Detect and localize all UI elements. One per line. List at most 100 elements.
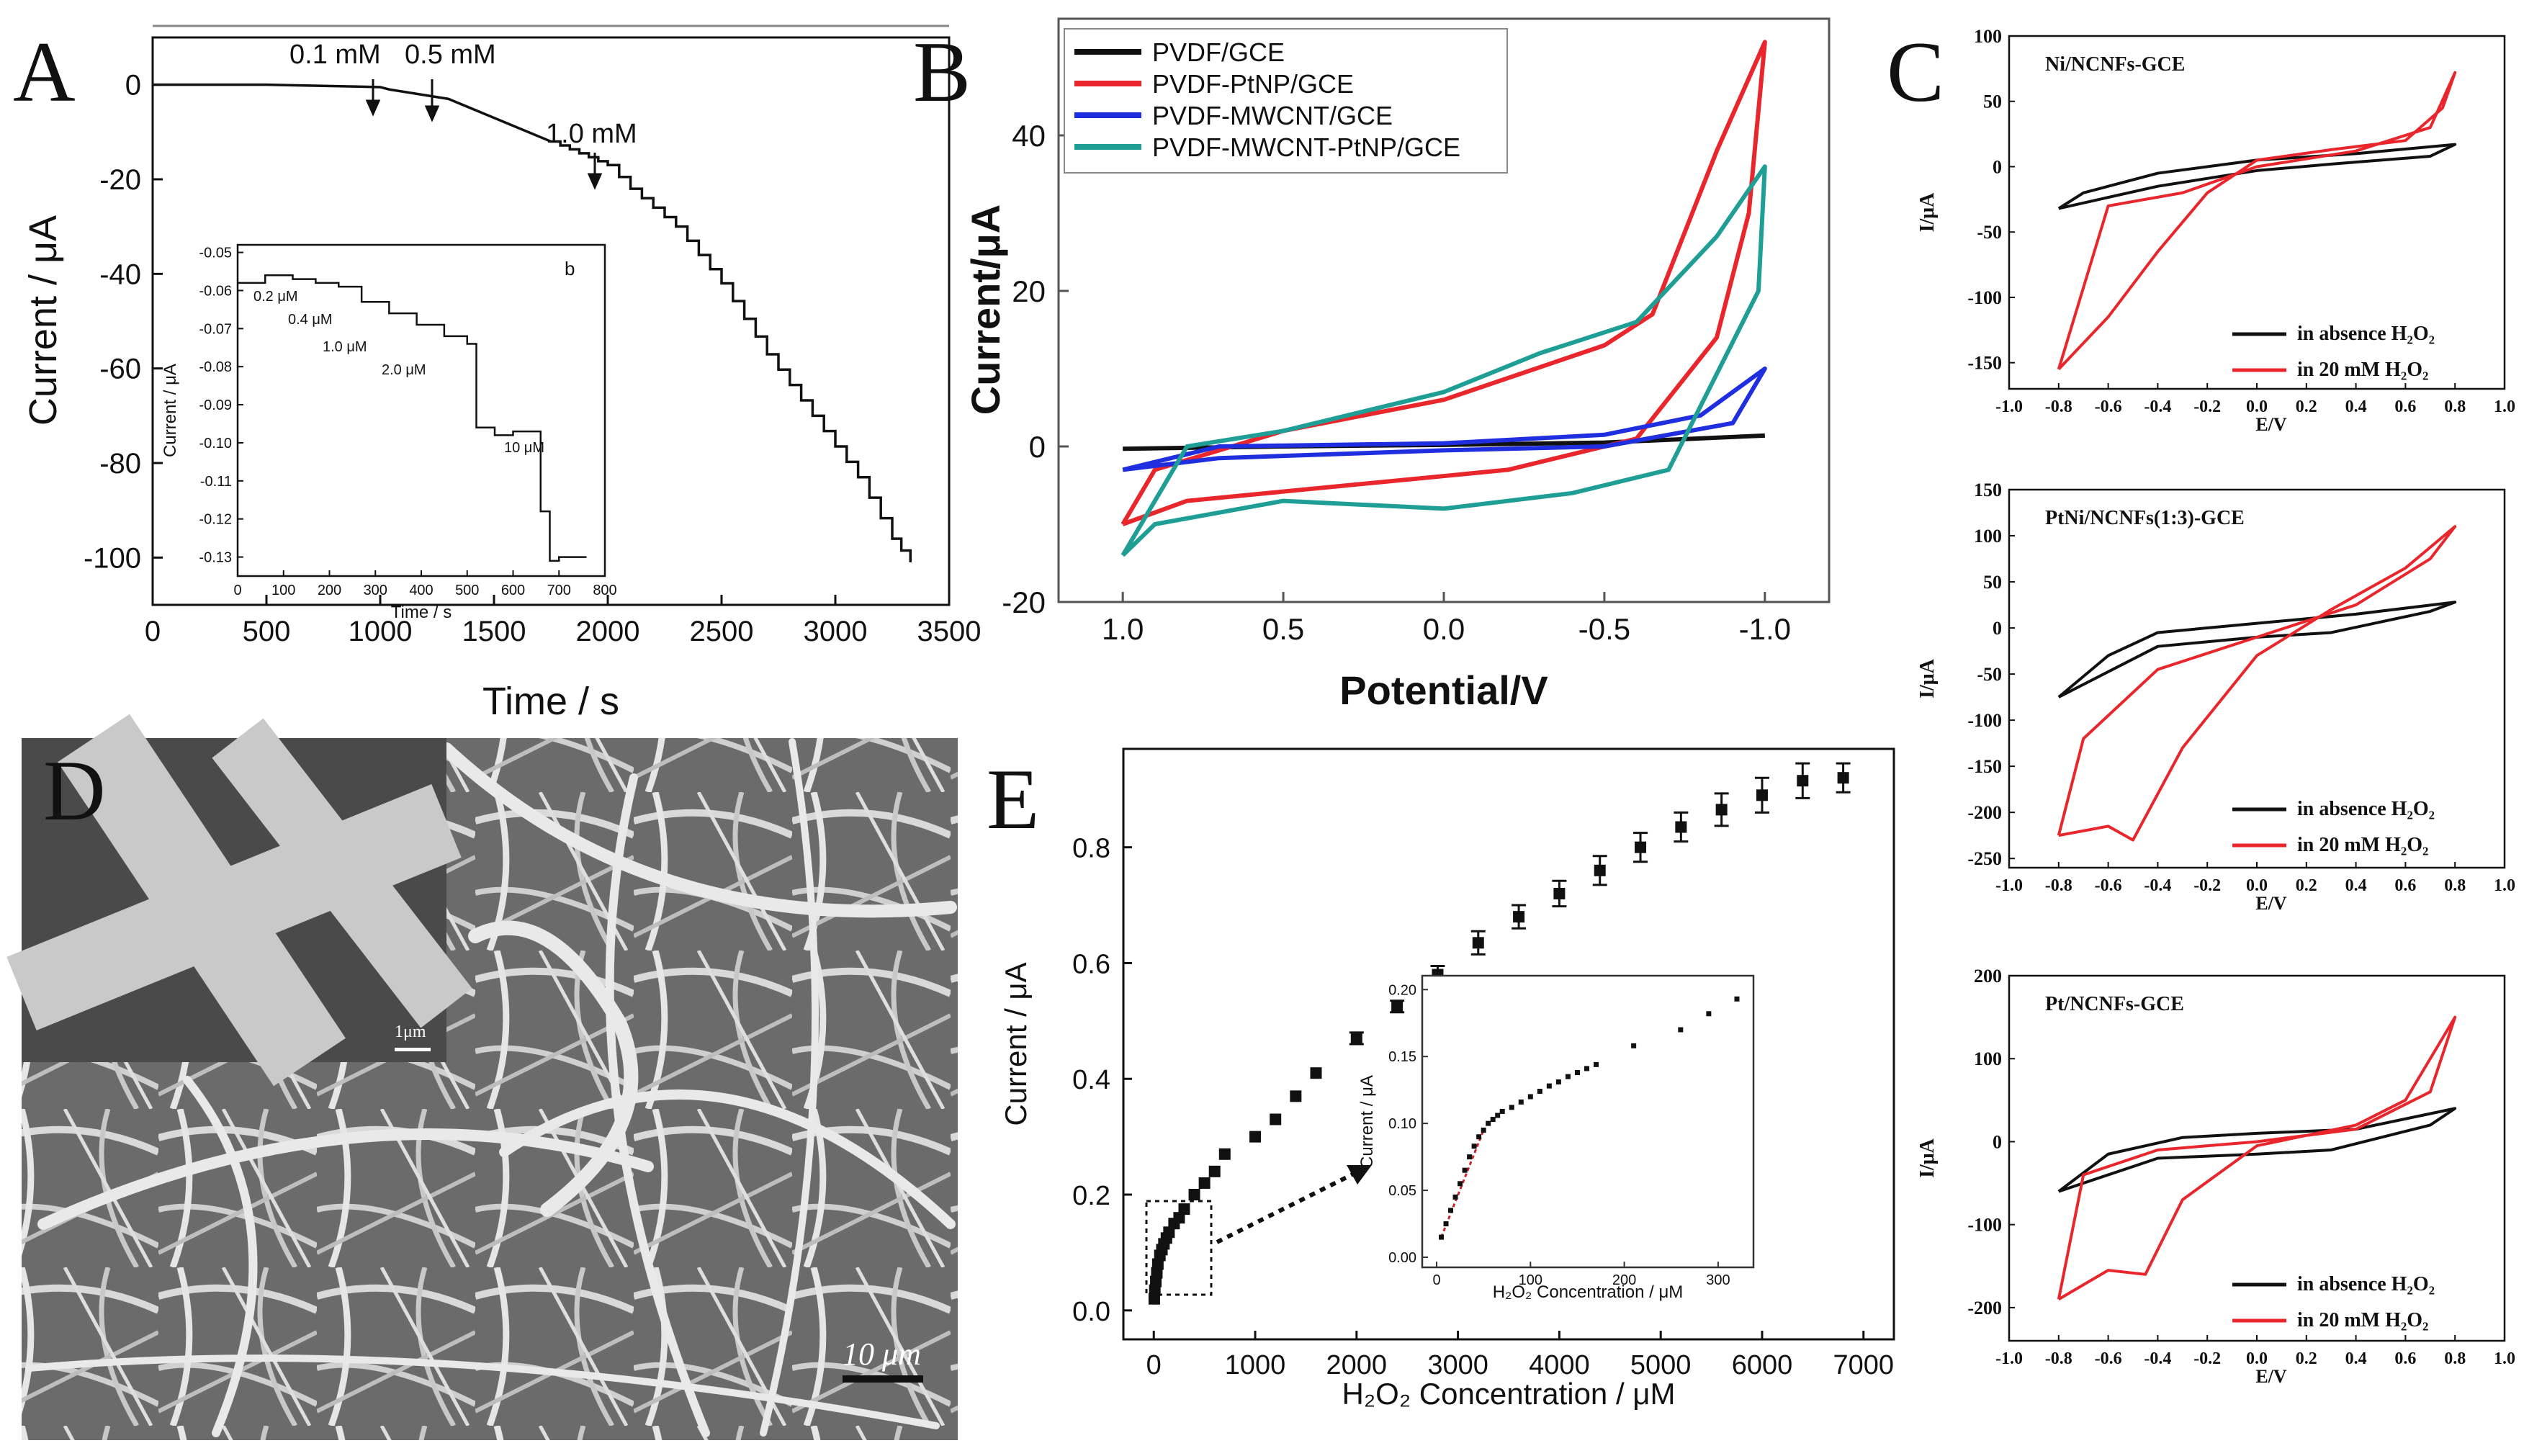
panel-b-letter: B: [913, 24, 971, 120]
panel-e-inset-point: [1537, 1089, 1542, 1095]
panel-e-inset-point: [1481, 1127, 1486, 1133]
panel-c-ytick-label: -100: [1967, 710, 2002, 731]
panel-e-point: [1178, 1203, 1190, 1215]
panel-c-xtick-label: 0.6: [2394, 876, 2416, 895]
panel-a-y-ticks: 0 -20 -40 -60 -80 -100: [84, 70, 163, 574]
panel-b-xtick-label: 1.0: [1102, 612, 1144, 646]
panel-e-ylabel: Current / μA: [999, 962, 1033, 1125]
panel-a-inset-xtick-label: 400: [409, 583, 433, 598]
panel-a-inset-annot-10: 1.0 μM: [323, 339, 367, 355]
panel-a-amperometric-trace: [153, 83, 912, 562]
panel-e-point: [1150, 1275, 1162, 1288]
panel-a-inset-ytick-label: -0.07: [199, 321, 232, 337]
panel-a-annot-10mM: 1.0 mM: [546, 119, 637, 149]
panel-b-legend-label: PVDF-PtNP/GCE: [1152, 69, 1354, 99]
panel-c-ylabel: I/μA: [1916, 192, 1939, 233]
panel-e-point: [1553, 887, 1566, 899]
panel-e-point: [1797, 775, 1809, 787]
panel-c-xtick-label: -0.2: [2193, 397, 2221, 416]
panel-e-inset-ytick-label: 0.05: [1388, 1183, 1416, 1199]
panel-b-series-1: [1120, 40, 1767, 526]
panel-c-xtick-label: 0.0: [2246, 1349, 2268, 1368]
panel-a-inset-xlabel: Time / s: [391, 603, 452, 622]
panel-b-series-3: [1120, 164, 1767, 557]
panel-c-xtick-label: -1.0: [1995, 876, 2023, 895]
panel-c-ytick-label: 0: [1993, 1131, 2002, 1152]
panel-a-ylabel: Current / μA: [22, 215, 65, 426]
panel-e-xtick-label: 4000: [1529, 1350, 1590, 1380]
panel-c-xtick-label: 1.0: [2494, 876, 2515, 895]
panel-e-ytick-label: 0.8: [1072, 834, 1110, 864]
panel-c-ytick-label: -200: [1967, 1298, 2002, 1318]
panel-a-inset-tag: b: [565, 258, 575, 279]
panel-e-inset-point: [1448, 1208, 1454, 1213]
panel-c-xtick-label: 0.8: [2444, 1349, 2466, 1368]
panel-b-ylabel: Current/μA: [963, 205, 1008, 415]
panel-b-legend: PVDF/GCEPVDF-PtNP/GCEPVDF-MWCNT/GCEPVDF-…: [1074, 37, 1460, 162]
panel-b-xtick-label: -0.5: [1578, 612, 1630, 646]
panel-a-letter: A: [13, 24, 76, 120]
panel-e-point: [1391, 1000, 1404, 1012]
panel-c-xtick-label: 1.0: [2494, 397, 2515, 416]
panel-c-xtick-label: -0.8: [2045, 1349, 2072, 1368]
panel-a-ytick-label: 0: [125, 70, 141, 102]
panel-d-inset-fibers: [6, 714, 472, 1087]
panel-e-point: [1350, 1032, 1362, 1044]
panel-e-inset-points: [1439, 996, 1740, 1240]
panel-c-ytick-label: 100: [1974, 1048, 2002, 1069]
panel-c-ylabel: I/μA: [1916, 658, 1939, 698]
panel-a-xtick-label: 3000: [804, 616, 868, 647]
panel-a-inset-ytick-label: -0.06: [199, 283, 232, 299]
panel-e-letter: E: [987, 751, 1039, 847]
panel-c-xtick-label: -0.8: [2045, 876, 2072, 895]
panel-a-xlabel: Time / s: [482, 680, 619, 723]
panel-a-inset-y-ticks: -0.05 -0.06 -0.07 -0.08 -0.09 -0.10 -0.11 -0.12…: [199, 246, 243, 566]
panel-e-inset-point: [1476, 1134, 1482, 1140]
panel-b-ytick-label: -20: [1002, 585, 1046, 619]
panel-c-ytick-label: 100: [1974, 26, 2002, 47]
panel-e-inset-point: [1471, 1143, 1477, 1149]
panel-a-inset-xtick-label: 300: [364, 583, 387, 598]
panel-c-ytick-label: -50: [1977, 222, 2002, 243]
panel-e-points: [1148, 762, 1851, 1305]
panel-e-point: [1837, 772, 1849, 784]
panel-c-xtick-label: 0.2: [2296, 397, 2317, 416]
panel-e-point: [1715, 804, 1728, 816]
panel-c-legend-black: in absence H₂O₂: [2297, 798, 2435, 820]
panel-b-legend-label: PVDF/GCE: [1152, 37, 1285, 67]
panel-a-ytick-label: -40: [99, 259, 141, 290]
panel-d-fibers: [25, 738, 957, 1437]
panel-c-legend-black: in absence H₂O₂: [2297, 1273, 2435, 1295]
panel-e-point: [1472, 937, 1484, 949]
panel-c-series-0: [2057, 601, 2457, 698]
panel-e-inset-xtick-label: 200: [1612, 1272, 1636, 1288]
panel-c-series-0: [2057, 1107, 2457, 1193]
panel-a-annot-05mM: 0.5 mM: [405, 40, 496, 70]
panel-d-scale-bar: [843, 1375, 923, 1383]
panel-d-inset-scale-text: 1μm: [395, 1023, 426, 1041]
panel-e-ytick-label: 0.4: [1072, 1065, 1110, 1095]
panel-a-frame: [151, 36, 951, 606]
panel-b-xtick-label: 0.5: [1262, 612, 1304, 646]
panel-a-inset-xtick-label: 0: [233, 583, 241, 598]
panel-c-xtick-label: 0.4: [2345, 397, 2367, 416]
panel-a-xtick-label: 3500: [917, 616, 982, 647]
panel-c-ytick-label: 100: [1974, 526, 2002, 547]
panel-c-ytick-label: 150: [1974, 480, 2002, 500]
panel-e-inset-xtick-label: 100: [1519, 1272, 1542, 1288]
panel-e-point: [1594, 864, 1606, 876]
panel-e-xtick-label: 6000: [1732, 1350, 1793, 1380]
panel-c-series-1: [2057, 71, 2457, 371]
panel-e-point: [1151, 1258, 1164, 1270]
panel-a-ytick-label: -20: [99, 164, 141, 196]
panel-e-zoom-arrow: [1216, 1172, 1355, 1244]
panel-e-point: [1208, 1165, 1221, 1177]
panel-c-xlabel: E/V: [2255, 893, 2287, 914]
panel-e-inset-point: [1452, 1194, 1458, 1200]
panel-e-inset-point: [1546, 1083, 1552, 1089]
panel-e-inset-point: [1499, 1108, 1505, 1114]
panel-c-xtick-label: 0.4: [2345, 1349, 2367, 1368]
panel-e-inset-point: [1574, 1070, 1580, 1076]
panel-d-inset-scale-bar: [395, 1048, 431, 1051]
panel-e-inset-point: [1439, 1234, 1445, 1240]
